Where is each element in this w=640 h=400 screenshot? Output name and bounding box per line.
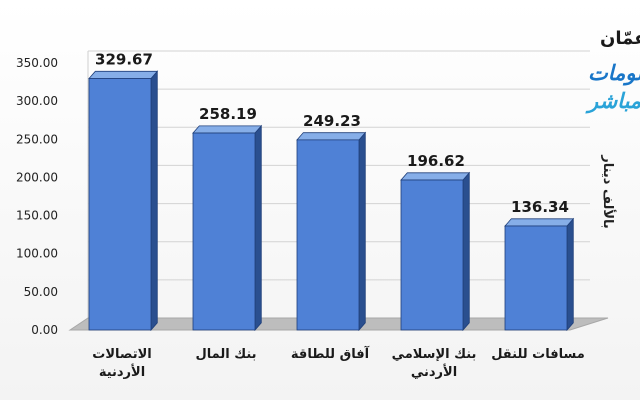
x-tick-label: بنك المال [195,347,256,362]
data-label: 196.62 [407,152,465,170]
y-axis: 0.00 50.00 100.00 150.00 200.00 250.00 300.00 3… [16,56,58,337]
bar-front [296,139,360,331]
data-label: 249.23 [303,112,361,130]
bar [192,124,263,332]
bar [504,217,575,332]
bar-side [358,131,366,332]
bar-top [504,218,575,227]
bar-top [88,70,159,79]
logo: معلومات مباشر [585,61,640,114]
x-tick-label: بنك الإسلامي [392,347,477,362]
bar-front [400,179,464,331]
bar-top [192,125,263,134]
bar-side [462,171,470,332]
y-tick-label: 200.00 [16,170,58,184]
y-tick-label: 250.00 [16,132,58,146]
bar [88,70,159,332]
x-tick-label: الاتصالات [92,347,151,362]
value-labels: 329.67 258.19 249.23 196.62 136.34 [95,51,569,216]
y-tick-label: 300.00 [16,94,58,108]
logo-line1: معلومات [588,61,640,86]
x-tick-label: مسافات للنقل [491,347,585,362]
bar [296,131,367,332]
data-label: 329.67 [95,51,153,69]
y-tick-label: 100.00 [16,247,58,261]
data-label: 136.34 [511,198,569,216]
x-tick-label: الأردنية [99,363,145,380]
bar [400,171,471,332]
bar-side [566,217,574,332]
logo-line2: مباشر [585,89,640,114]
bar-front [88,78,152,331]
y-tick-label: 0.00 [31,323,58,337]
y-tick-label: 150.00 [16,209,58,223]
bar-side [254,124,262,332]
bar-side [150,70,158,332]
chart-title: أنشط 5 أسهم قيمةً ببورصة عمّان [600,26,640,49]
bar-front [192,132,256,331]
bar-top [400,172,471,181]
x-tick-label: الأردني [411,363,457,380]
y-tick-label: 350.00 [16,56,58,70]
data-label: 258.19 [199,105,257,123]
y-tick-label: 50.00 [24,285,58,299]
bar-front [504,225,568,331]
x-tick-label: آفاق للطاقة [291,345,370,362]
y-axis-unit-label: بالألف دينار [600,154,617,229]
bars [88,70,575,332]
bar-top [296,132,367,141]
